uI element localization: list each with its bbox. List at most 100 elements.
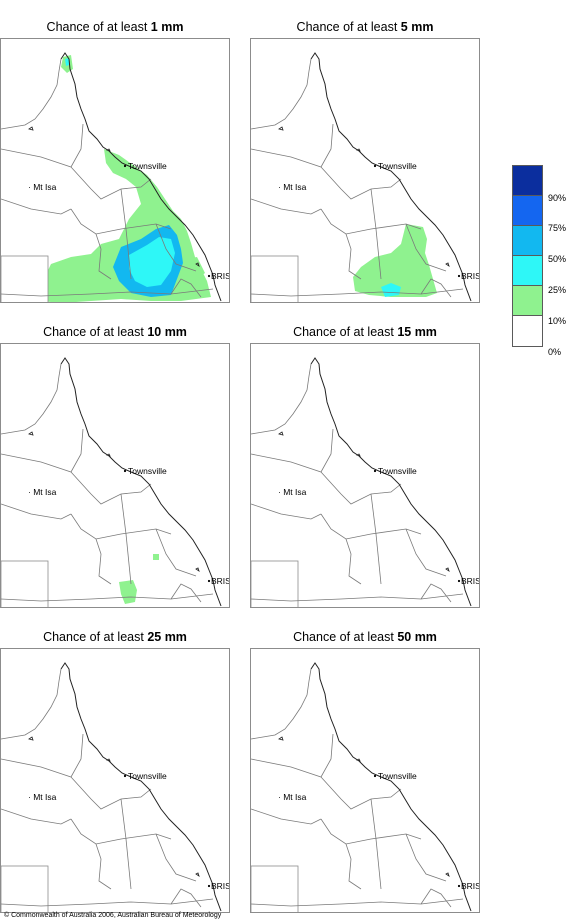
legend-label-10: 10% xyxy=(548,316,567,326)
legend-label-90: 90% xyxy=(548,193,567,203)
district-boundary xyxy=(251,288,464,297)
district-boundary xyxy=(420,278,452,298)
map-layer xyxy=(1,662,222,912)
island xyxy=(445,262,450,267)
district-boundary xyxy=(251,123,334,168)
panel-title-15mm: Chance of at least 15 mm xyxy=(293,325,437,339)
townsville-marker xyxy=(373,774,377,778)
panel-title-10mm: Chance of at least 10 mm xyxy=(43,325,187,339)
island xyxy=(355,148,361,152)
rainfall-probability-area xyxy=(153,554,159,560)
brisbane-label: BRIS xyxy=(461,271,480,281)
map-layer xyxy=(1,357,222,607)
townsville-marker xyxy=(123,774,127,778)
district-boundary xyxy=(1,503,72,520)
legend-swatch-90 xyxy=(513,166,542,196)
district-boundary xyxy=(320,166,402,200)
island xyxy=(195,567,200,572)
rainfall-probability-area xyxy=(129,237,175,287)
district-boundary xyxy=(251,428,334,473)
district-boundary xyxy=(370,188,382,280)
townsville-marker xyxy=(123,164,127,168)
east-coastline xyxy=(310,52,472,302)
east-coastline xyxy=(60,52,222,302)
district-boundary xyxy=(251,593,464,602)
district-boundary xyxy=(70,818,172,845)
district-boundary xyxy=(370,493,382,585)
gulf-coastline xyxy=(1,58,62,130)
district-boundary xyxy=(405,833,447,882)
district-boundary xyxy=(420,583,452,603)
map-panel-50mm: Townsville · Mt Isa BRIS xyxy=(250,648,480,913)
map-panel-5mm: Townsville · Mt Isa BRIS xyxy=(250,38,480,303)
map-panel-15mm: Townsville · Mt Isa BRIS xyxy=(250,343,480,608)
mt-isa-label: · Mt Isa xyxy=(278,487,307,497)
mt-isa-label: · Mt Isa xyxy=(278,182,307,192)
east-coastline xyxy=(60,357,222,607)
district-boundary xyxy=(170,278,202,298)
district-boundary xyxy=(1,288,214,297)
district-boundary xyxy=(405,528,447,577)
district-boundary xyxy=(120,798,132,890)
island xyxy=(105,453,111,457)
legend-label-50: 50% xyxy=(548,254,567,264)
panel-title-50mm: Chance of at least 50 mm xyxy=(293,630,437,644)
district-boundary xyxy=(405,223,447,272)
panel-title-1mm: Chance of at least 1 mm xyxy=(46,20,184,34)
gulf-coastline xyxy=(251,668,312,740)
map-layer xyxy=(251,52,472,302)
mt-isa-label: · Mt Isa xyxy=(28,182,57,192)
townsville-label: Townsville xyxy=(378,161,417,171)
district-boundary xyxy=(95,538,112,585)
district-boundary xyxy=(320,776,402,810)
mt-isa-label: · Mt Isa xyxy=(28,487,57,497)
district-boundary xyxy=(1,733,84,778)
legend-label-25: 25% xyxy=(548,285,567,295)
brisbane-marker xyxy=(207,274,211,278)
island xyxy=(445,872,450,877)
district-boundary xyxy=(70,513,172,540)
brisbane-marker xyxy=(207,579,211,583)
district-boundary xyxy=(345,843,362,890)
map-layer xyxy=(1,52,222,302)
island xyxy=(445,567,450,572)
gulf-coastline xyxy=(1,363,62,435)
district-boundary xyxy=(1,808,72,825)
district-boundary xyxy=(251,733,334,778)
brisbane-marker xyxy=(457,274,461,278)
district-boundary xyxy=(251,198,322,215)
district-boundary xyxy=(320,208,422,235)
district-boundary xyxy=(1,428,84,473)
brisbane-marker xyxy=(457,579,461,583)
probability-legend xyxy=(512,165,543,347)
island xyxy=(195,872,200,877)
map-panel-1mm: Townsville · Mt Isa BRIS xyxy=(0,38,230,303)
brisbane-label: BRIS xyxy=(211,271,230,281)
district-boundary xyxy=(95,843,112,890)
townsville-label: Townsville xyxy=(128,466,167,476)
district-boundary xyxy=(1,593,214,602)
legend-swatch-25 xyxy=(513,256,542,286)
panel-title-25mm: Chance of at least 25 mm xyxy=(43,630,187,644)
district-boundary xyxy=(70,166,152,200)
legend-swatch-10 xyxy=(513,286,542,316)
district-boundary xyxy=(251,503,322,520)
district-boundary xyxy=(70,208,172,235)
map-layer xyxy=(251,357,472,607)
townsville-label: Townsville xyxy=(378,466,417,476)
brisbane-label: BRIS xyxy=(461,576,480,586)
copyright-footer: © Commonwealth of Australia 2006, Austra… xyxy=(4,912,222,919)
brisbane-marker xyxy=(457,884,461,888)
district-boundary xyxy=(251,898,464,907)
map-panel-10mm: Townsville · Mt Isa BRIS xyxy=(0,343,230,608)
legend-swatch-75 xyxy=(513,196,542,226)
district-boundary xyxy=(320,471,402,505)
rainfall-probability-area xyxy=(186,257,205,279)
panel-title-5mm: Chance of at least 5 mm xyxy=(296,20,434,34)
district-boundary xyxy=(155,528,197,577)
island xyxy=(105,148,111,152)
townsville-label: Townsville xyxy=(128,161,167,171)
gulf-coastline xyxy=(1,668,62,740)
map-panel-25mm: Townsville · Mt Isa BRIS xyxy=(0,648,230,913)
district-boundary xyxy=(95,233,112,280)
